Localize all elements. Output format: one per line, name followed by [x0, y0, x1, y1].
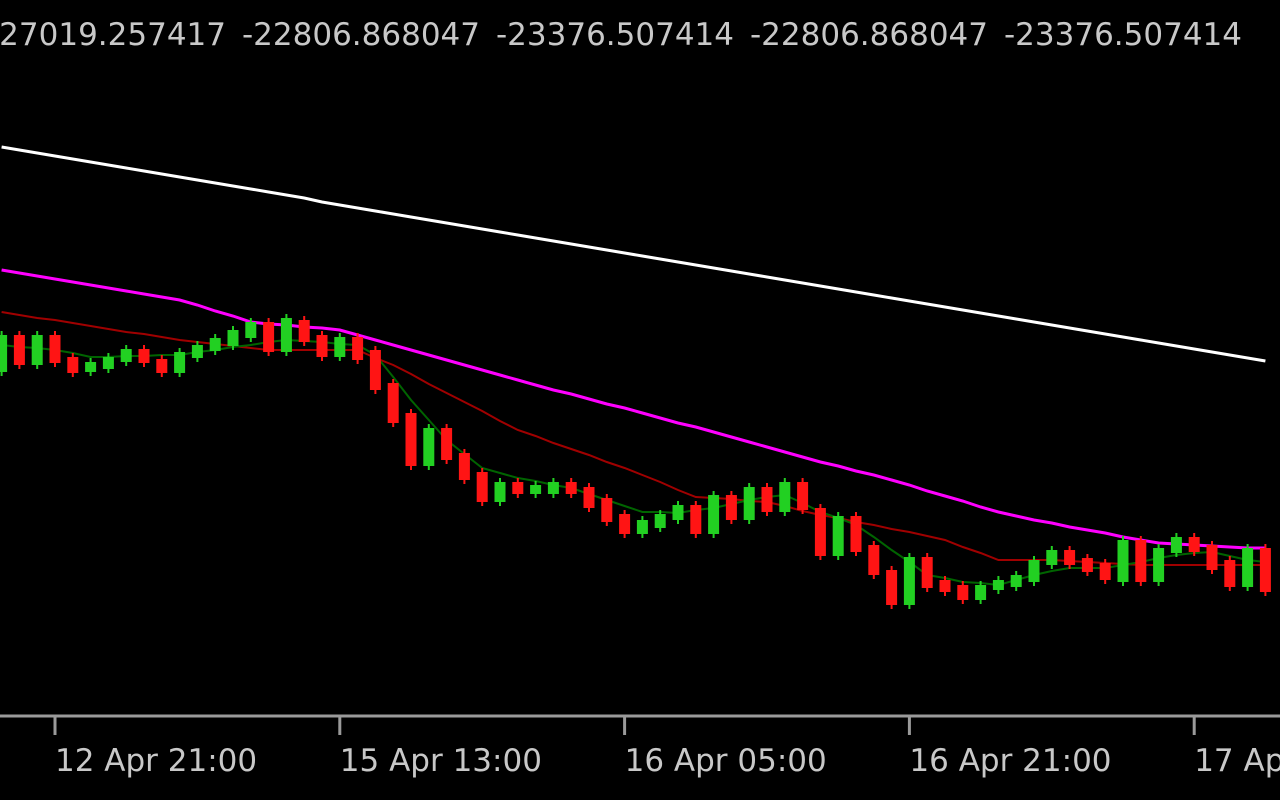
candle-body — [921, 557, 933, 588]
candle-body — [672, 505, 684, 520]
indicator-value: -22806.868047 — [242, 17, 480, 53]
x-tick-label: 17 Apr 13:00 — [1194, 743, 1280, 779]
candle-body — [868, 545, 880, 575]
candle-body — [13, 335, 25, 365]
candle-body — [49, 335, 61, 363]
x-tick-label: 12 Apr 21:00 — [55, 743, 257, 779]
candle-body — [138, 349, 150, 363]
candle-body — [263, 322, 275, 352]
candle-body — [209, 338, 221, 351]
candle-body — [1224, 560, 1236, 587]
x-tick-label: 16 Apr 21:00 — [909, 743, 1111, 779]
candle-body — [369, 350, 381, 390]
candle-body — [743, 487, 755, 520]
candle-body — [494, 482, 506, 502]
candle-body — [174, 352, 186, 373]
candle-body — [1135, 540, 1147, 582]
candle-body — [120, 349, 132, 362]
candle-body — [850, 516, 862, 552]
candle-body — [67, 357, 79, 373]
candle-body — [1046, 550, 1058, 565]
candle-body — [779, 482, 791, 512]
candle-body — [31, 335, 43, 365]
candle-body — [458, 453, 470, 480]
candle-body — [690, 505, 702, 534]
candle-body — [352, 337, 364, 360]
candle-body — [441, 428, 453, 460]
candle-body — [619, 514, 631, 534]
candle-body — [1117, 540, 1129, 582]
candle-body — [227, 330, 239, 346]
indicator-value: -23376.507414 — [1004, 17, 1242, 53]
candle-body — [512, 482, 524, 494]
candle-body — [1010, 575, 1022, 587]
candle-body — [405, 413, 417, 466]
candle-body — [476, 472, 488, 502]
candle-body — [601, 498, 613, 522]
candle-body — [1028, 560, 1040, 582]
candle-body — [957, 585, 969, 600]
candle-body — [1081, 558, 1093, 572]
candle-body — [547, 482, 559, 494]
candle-body — [725, 495, 737, 520]
indicator-line — [1, 268, 1266, 550]
indicator-value: -23376.507414 — [496, 17, 734, 53]
candle-body — [191, 345, 203, 358]
candle-body — [156, 359, 168, 373]
candle-body — [1206, 545, 1218, 570]
candle-body — [1188, 537, 1200, 552]
candle-body — [530, 485, 542, 494]
candle-body — [636, 520, 648, 534]
candle-body — [903, 557, 915, 605]
candle-body — [1099, 563, 1111, 580]
candle-body — [280, 318, 292, 352]
candle-body — [1242, 548, 1254, 587]
candle-body — [797, 482, 809, 510]
candle-body — [0, 335, 8, 372]
candle-body — [939, 580, 951, 592]
candle-body — [1170, 537, 1182, 553]
candle-body — [761, 487, 773, 512]
candle-body — [832, 516, 844, 556]
candle-body — [886, 570, 898, 605]
candle-body — [814, 508, 826, 556]
indicator-value: -22806.868047 — [750, 17, 988, 53]
indicator-value: -27019.257417 — [0, 17, 226, 53]
candle-body — [708, 495, 720, 534]
candle-body — [1064, 550, 1076, 565]
candle-body — [334, 337, 346, 357]
candle-body — [583, 487, 595, 508]
candle-body — [316, 335, 328, 357]
candle-body — [85, 362, 97, 372]
candle-body — [423, 428, 435, 466]
indicator-line — [1, 145, 1266, 363]
candle-body — [1153, 548, 1165, 582]
candle-body — [387, 383, 399, 423]
x-tick-label: 16 Apr 05:00 — [625, 743, 827, 779]
candle-body — [298, 320, 310, 342]
candle-body — [565, 482, 577, 494]
candle-body — [654, 514, 666, 528]
candle-body — [102, 357, 114, 369]
candle-body — [1259, 548, 1271, 592]
candle-body — [245, 322, 257, 338]
candle-body — [975, 585, 987, 600]
x-tick-label: 15 Apr 13:00 — [340, 743, 542, 779]
candle-body — [992, 580, 1004, 590]
